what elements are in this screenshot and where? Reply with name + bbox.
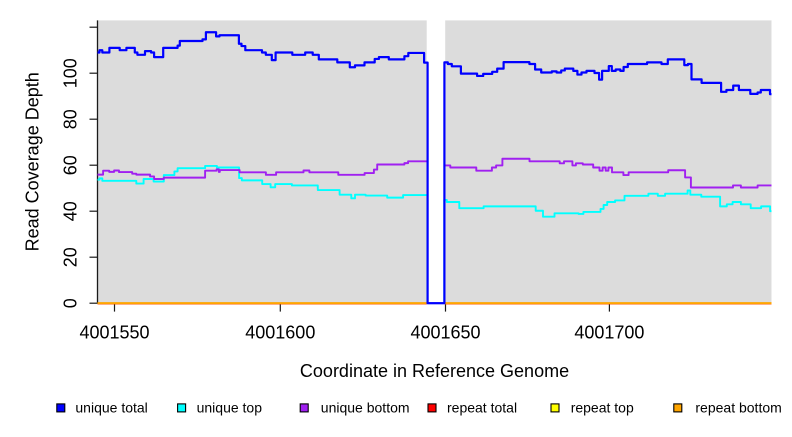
svg-text:4001700: 4001700 xyxy=(574,322,644,342)
svg-text:4001600: 4001600 xyxy=(245,322,315,342)
svg-text:60: 60 xyxy=(60,155,80,175)
svg-text:100: 100 xyxy=(60,58,80,88)
svg-text:Coordinate in Reference Genome: Coordinate in Reference Genome xyxy=(300,361,569,381)
svg-text:repeat top: repeat top xyxy=(571,400,634,416)
svg-text:unique top: unique top xyxy=(197,400,263,416)
svg-text:Read Coverage Depth: Read Coverage Depth xyxy=(22,72,42,251)
svg-text:repeat total: repeat total xyxy=(447,400,517,416)
svg-text:repeat bottom: repeat bottom xyxy=(695,400,781,416)
svg-text:80: 80 xyxy=(60,109,80,129)
svg-text:unique bottom: unique bottom xyxy=(321,400,410,416)
svg-text:20: 20 xyxy=(60,247,80,267)
svg-text:0: 0 xyxy=(60,298,80,308)
svg-text:unique total: unique total xyxy=(75,400,147,416)
svg-text:4001550: 4001550 xyxy=(79,322,149,342)
svg-text:40: 40 xyxy=(60,201,80,221)
svg-text:4001650: 4001650 xyxy=(410,322,480,342)
